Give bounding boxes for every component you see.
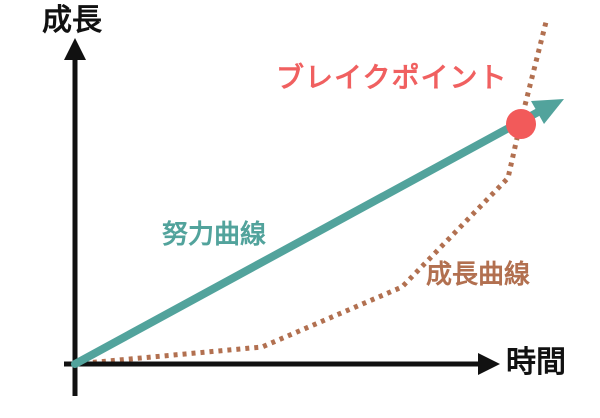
break-point-label: ブレイクポイント [276, 61, 508, 94]
y-axis-label: 成長 [42, 3, 102, 38]
effort-curve-line [71, 107, 544, 368]
effort-curve-label: 努力曲線 [162, 220, 267, 250]
x-axis-label: 時間 [506, 345, 566, 380]
growth-curve-label: 成長曲線 [426, 260, 531, 290]
y-axis-arrowhead [64, 38, 86, 60]
x-axis-arrowhead [478, 353, 500, 375]
break-point-marker [506, 109, 536, 139]
growth-curve-line [74, 21, 549, 367]
effort-curve-arrowhead [531, 99, 564, 124]
